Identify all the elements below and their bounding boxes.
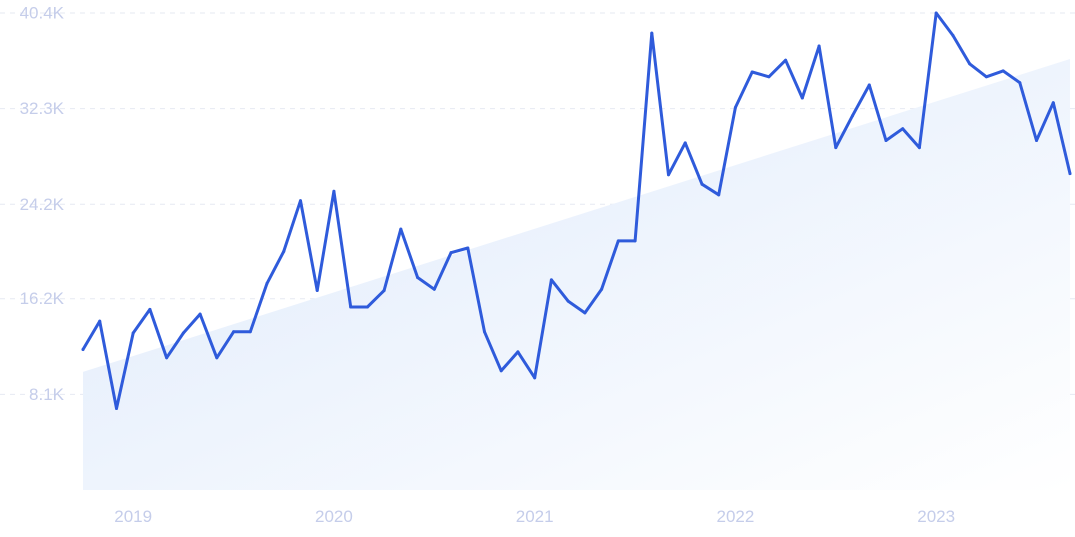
data-point [934, 11, 938, 15]
data-point [98, 319, 102, 323]
data-point [1051, 101, 1055, 105]
data-point [733, 105, 737, 109]
x-tick-label: 2023 [917, 507, 955, 526]
data-point [549, 278, 553, 282]
data-point [750, 70, 754, 74]
data-point [951, 33, 955, 37]
data-point [81, 347, 85, 351]
data-point [767, 75, 771, 79]
data-point [884, 139, 888, 143]
series-line [81, 11, 1072, 410]
data-point [499, 369, 503, 373]
data-point [968, 62, 972, 66]
data-point [198, 312, 202, 316]
data-point [1001, 69, 1005, 73]
data-point [399, 227, 403, 231]
data-point [181, 331, 185, 335]
data-point [382, 288, 386, 292]
data-point [600, 287, 604, 291]
data-points [81, 11, 1072, 411]
data-point [683, 141, 687, 145]
data-point [131, 331, 135, 335]
data-point [700, 182, 704, 186]
data-point [416, 275, 420, 279]
data-point [901, 127, 905, 131]
data-point [315, 288, 319, 292]
data-point [717, 193, 721, 197]
y-tick-label: 32.3K [20, 99, 65, 118]
data-point [516, 350, 520, 354]
data-point [800, 96, 804, 100]
data-point [349, 305, 353, 309]
data-point [616, 239, 620, 243]
data-point [432, 287, 436, 291]
data-point [482, 330, 486, 334]
data-point [114, 407, 118, 411]
data-point [1018, 81, 1022, 85]
data-point [867, 83, 871, 87]
data-point [984, 75, 988, 79]
data-point [215, 356, 219, 360]
data-point [148, 307, 152, 311]
trend-area [83, 59, 1070, 491]
data-point [917, 146, 921, 150]
data-point [298, 199, 302, 203]
x-tick-label: 2021 [516, 507, 554, 526]
data-point [365, 305, 369, 309]
data-point [667, 173, 671, 177]
data-point [332, 189, 336, 193]
data-point [583, 311, 587, 315]
y-axis-ticks: 8.1K 16.2K 24.2K 32.3K 40.4K [20, 4, 65, 404]
data-point [650, 31, 654, 35]
y-tick-label: 8.1K [29, 385, 65, 404]
data-point [265, 281, 269, 285]
data-point [248, 330, 252, 334]
data-point [817, 44, 821, 48]
data-point [449, 251, 453, 255]
data-point [784, 58, 788, 62]
x-axis-ticks: 2019 2020 2021 2022 2023 [114, 507, 955, 526]
data-point [466, 246, 470, 250]
x-tick-label: 2019 [114, 507, 152, 526]
x-tick-label: 2022 [717, 507, 755, 526]
data-point [282, 250, 286, 253]
data-point [533, 376, 537, 380]
y-tick-label: 24.2K [20, 195, 65, 214]
data-point [1068, 172, 1072, 176]
data-point [633, 239, 637, 243]
x-tick-label: 2020 [315, 507, 353, 526]
y-tick-label: 16.2K [20, 289, 65, 308]
data-point [851, 114, 855, 118]
data-point [232, 330, 236, 334]
data-point [1035, 139, 1039, 143]
data-point [566, 299, 570, 303]
y-tick-label: 40.4K [20, 4, 65, 23]
data-point [165, 356, 169, 360]
data-point [834, 146, 838, 150]
